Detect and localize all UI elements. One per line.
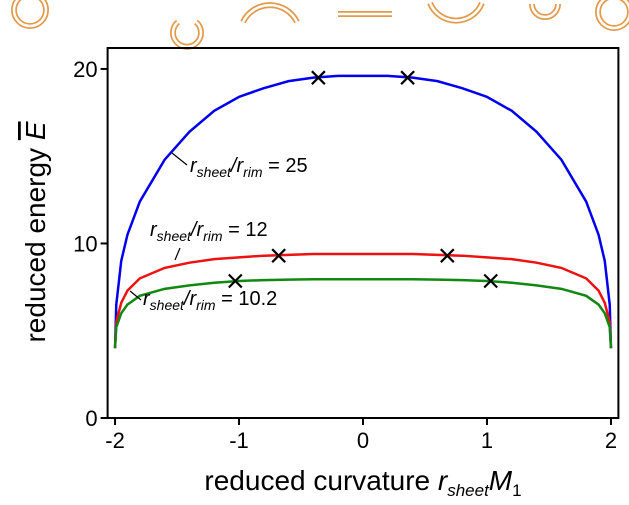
annotation-part: rim [196, 297, 216, 313]
line-series [113, 252, 613, 349]
y-label-text: reduced energy [20, 140, 51, 342]
shape-icons [11, 0, 629, 50]
x-tick-label: 2 [605, 428, 617, 453]
annotation-part: = 12 [223, 219, 268, 241]
x-marker-stroke [483, 273, 498, 289]
x-marker-stroke [271, 248, 286, 263]
x-marker [440, 248, 455, 263]
x-tick-label: 0 [357, 428, 369, 453]
annotation-part: sheet [157, 228, 192, 244]
annotation: rsheet/rrim = 25 [190, 155, 308, 180]
x-label-text: reduced curvature [204, 465, 437, 496]
annotation-part: rim [243, 164, 263, 180]
annotation-part: r [150, 219, 158, 241]
x-marker [311, 70, 326, 85]
x-marker-stroke [311, 70, 326, 85]
x-label-text: M [489, 465, 513, 496]
x-marker-stroke [400, 70, 415, 85]
x-label-text: sheet [447, 481, 490, 500]
annotation-part: sheet [197, 164, 232, 180]
x-tick-label: -1 [229, 428, 249, 453]
x-marker [271, 248, 286, 263]
x-tick-label: -2 [105, 428, 125, 453]
annotation-part: /r [182, 288, 198, 310]
annotation-leader [171, 152, 188, 166]
annotation-leader [129, 290, 142, 301]
x-label-text: 1 [512, 481, 521, 500]
annotation-part: r [190, 155, 198, 177]
x-label-text: r [438, 465, 449, 496]
y-tick-label: 0 [85, 406, 97, 431]
x-marker [400, 70, 415, 85]
annotation-leader [174, 247, 181, 261]
line-series [113, 74, 613, 349]
x-marker [228, 273, 243, 289]
x-axis-label: reduced curvature rsheetM1 [204, 465, 521, 500]
annotation-part: sheet [150, 297, 185, 313]
y-tick-label: 10 [73, 231, 97, 256]
annotation: rsheet/rrim = 10.2 [143, 288, 277, 313]
x-marker-stroke [440, 248, 455, 263]
line-series [113, 278, 613, 349]
annotation: rsheet/rrim = 12 [150, 219, 268, 244]
y-axis-label: reduced energy E [20, 121, 51, 342]
y-label-text: E [20, 121, 51, 140]
annotation-part: rim [203, 228, 223, 244]
x-marker [483, 273, 498, 289]
annotation-part: = 25 [263, 155, 308, 177]
y-tick-label: 20 [73, 57, 97, 82]
annotation-part: /r [189, 219, 205, 241]
annotation-part: = 10.2 [216, 288, 278, 310]
x-marker-stroke [228, 273, 243, 289]
x-tick-label: 1 [481, 428, 493, 453]
annotation-part: /r [229, 155, 245, 177]
annotation-part: r [143, 288, 151, 310]
